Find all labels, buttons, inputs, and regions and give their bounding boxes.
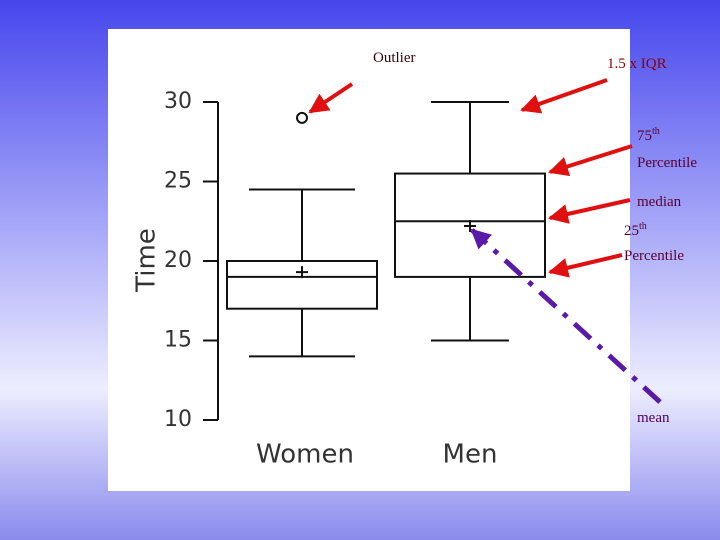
annotation: 75th — [637, 126, 660, 144]
mean-marker — [464, 220, 476, 233]
arrow — [308, 82, 354, 114]
x-tick-label: Men — [443, 440, 498, 470]
box — [226, 260, 378, 310]
y-tick-label: 30 — [164, 89, 192, 114]
box — [394, 172, 546, 278]
annotation: Percentile — [637, 155, 697, 171]
outlier — [296, 111, 308, 124]
y-tick-label: 25 — [164, 169, 192, 194]
arrow — [548, 253, 623, 278]
annotation: 1.5 x IQR — [607, 56, 667, 72]
arrow — [520, 78, 608, 114]
box-group — [226, 111, 378, 358]
y-tick-label: 10 — [164, 407, 192, 432]
annotation: Outlier — [373, 50, 416, 66]
mean-marker — [296, 266, 308, 279]
x-tick-label: Women — [256, 440, 354, 470]
arrow — [548, 144, 633, 177]
arrow — [548, 198, 631, 224]
mean-arrow — [470, 228, 662, 404]
annotation: median — [637, 194, 682, 210]
annotation: Percentile — [624, 248, 684, 264]
plot: 10 15 20 25 30 Women Men — [164, 89, 546, 470]
annotation-number: 75 — [637, 128, 652, 144]
box-group — [394, 101, 546, 342]
annotation-number: 25 — [624, 223, 639, 239]
y-tick-label: 20 — [164, 248, 192, 273]
annotation-suffix: th — [639, 221, 647, 232]
annotation: 25th — [624, 221, 647, 239]
chart-panel — [108, 29, 630, 491]
annotation: mean — [637, 410, 670, 426]
y-axis-label: Time — [132, 228, 162, 293]
y-tick-label: 15 — [164, 328, 192, 353]
annotation-suffix: th — [652, 126, 660, 137]
